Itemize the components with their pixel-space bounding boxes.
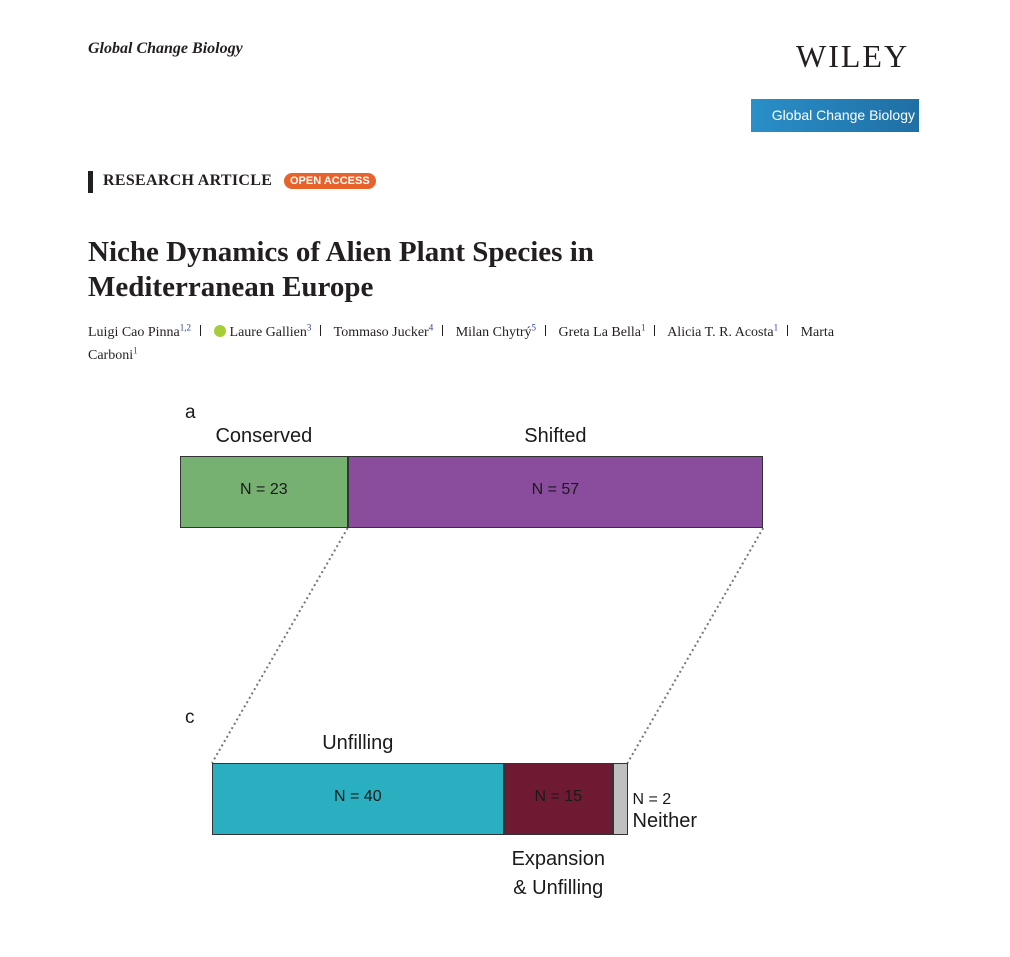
journal-name: Global Change Biology: [88, 40, 243, 57]
separator: [200, 324, 202, 336]
panel-label: c: [185, 707, 195, 728]
article-title: Niche Dynamics of Alien Plant Species in…: [88, 236, 594, 303]
bar-segment: [180, 456, 348, 528]
author: Tommaso Jucker4: [333, 322, 453, 340]
orcid: [214, 324, 227, 337]
separator: [787, 324, 789, 336]
separator: [320, 324, 322, 336]
author-name: Milan Chytrý: [455, 324, 532, 340]
separator: [654, 324, 656, 336]
author-name: Laure Gallien: [229, 324, 307, 340]
segment-name: Shifted: [524, 425, 587, 447]
author-name: Tommaso Jucker: [333, 324, 429, 340]
affiliation: 1: [640, 322, 646, 332]
value-label: N = 23: [240, 481, 288, 498]
author-name: Alicia T. R. Acosta: [667, 324, 774, 340]
affiliation: 1: [773, 322, 779, 332]
affiliation: 3: [306, 322, 312, 332]
author-name: Marta Carboni: [88, 324, 835, 364]
bar-segment: [347, 456, 764, 528]
article-kind: RESEARCH ARTICLE: [103, 172, 273, 189]
author-name: Greta La Bella: [558, 324, 641, 340]
open-access: OPEN ACCESS: [284, 173, 376, 189]
author: Marta Carboni1: [88, 325, 834, 364]
authors: Luigi Cao Pinna1,2 Laure Gallien3 Tommas…: [88, 318, 863, 365]
affiliation: 5: [531, 322, 537, 332]
affiliation: 4: [428, 322, 434, 332]
author: Greta La Bella1: [558, 322, 665, 340]
separator: [442, 324, 444, 336]
connector: [626, 527, 765, 764]
value-label: N = 2: [632, 791, 672, 808]
separator: [545, 324, 547, 336]
segment-name: Conserved: [215, 425, 313, 447]
author: Luigi Cao Pinna1,2: [88, 322, 227, 340]
segment-name: Neither: [632, 810, 697, 832]
connector: [211, 527, 349, 764]
publisher: WILEY: [796, 38, 910, 74]
author: Alicia T. R. Acosta1: [667, 322, 797, 340]
value-label: N = 15: [534, 788, 583, 805]
bar-segment: [212, 763, 504, 835]
author-name: Luigi Cao Pinna: [88, 324, 180, 340]
affiliation: 1: [133, 345, 138, 356]
value-label: N = 57: [531, 481, 580, 498]
segment-name: Expansion & Unfilling: [511, 848, 605, 899]
segment-name: Unfilling: [322, 732, 394, 754]
bar-segment: [612, 763, 628, 835]
bar-segment: [503, 763, 613, 835]
author: Milan Chytrý5: [455, 322, 555, 340]
author: Laure Gallien3: [229, 322, 331, 340]
accent-bar: [88, 171, 93, 193]
value-label: N = 40: [334, 788, 382, 805]
affiliation: 1,2: [179, 322, 192, 332]
journal-badge[interactable]: Global Change Biology: [751, 99, 919, 132]
panel-label: a: [185, 402, 196, 423]
